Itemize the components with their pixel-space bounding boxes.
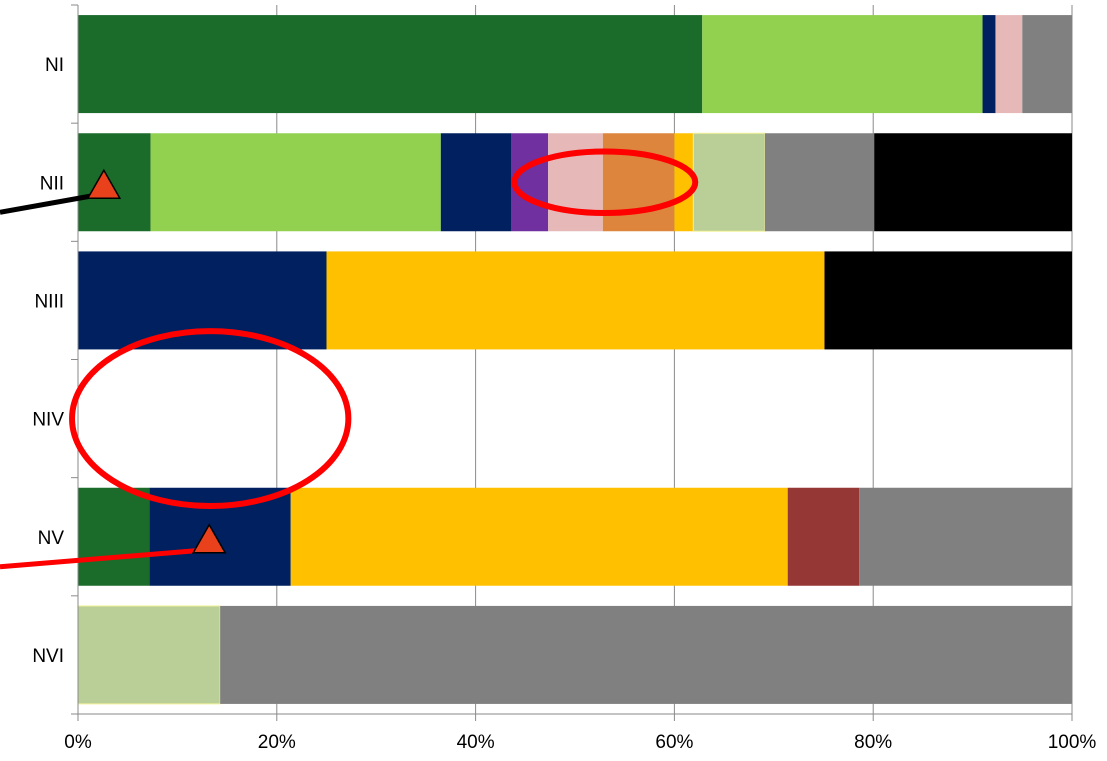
bar-segment — [78, 133, 151, 232]
bar-segment — [548, 133, 603, 232]
x-tick-label: 60% — [655, 732, 693, 753]
bar-segment — [874, 133, 1072, 232]
category-label: NV — [38, 528, 65, 549]
bar-segment — [220, 605, 1073, 704]
bar-segment — [77, 605, 221, 705]
annotations — [0, 148, 699, 570]
category-label: NI — [45, 55, 64, 76]
highlight-ellipse — [511, 148, 699, 216]
bar-segment — [764, 133, 875, 232]
bar-segment — [859, 487, 1072, 586]
x-tick-label: 0% — [64, 732, 92, 753]
axes — [71, 4, 1073, 721]
highlight-ellipse — [69, 328, 352, 510]
category-label: NII — [40, 173, 64, 194]
bar-segment — [692, 132, 766, 232]
bar-segment — [824, 251, 1072, 350]
bar-segment — [78, 487, 150, 586]
bar-segment — [78, 251, 327, 350]
bar-segment — [326, 251, 825, 350]
bar-segment — [290, 487, 788, 586]
bar-segment — [982, 15, 996, 114]
bar-segment — [674, 133, 694, 232]
leader-line — [0, 548, 196, 570]
bar-segment — [511, 133, 549, 232]
x-tick-label: 20% — [258, 732, 296, 753]
leader-line — [0, 193, 91, 215]
bar-segment — [150, 133, 441, 232]
bars — [77, 15, 1073, 705]
triangle-marker — [86, 168, 122, 199]
bar-segment — [1022, 15, 1072, 114]
bar-segment — [995, 15, 1023, 114]
category-label: NVI — [32, 646, 64, 667]
bar-segment — [787, 487, 860, 586]
bar-segment — [78, 15, 703, 114]
x-tick-label: 40% — [457, 732, 495, 753]
labels: NI NII NIII NIV NV NVI 0% 20% 40% 60% 80% 100% — [32, 55, 1096, 753]
bar-segment — [440, 133, 512, 232]
category-label: NIV — [32, 410, 64, 431]
bar-segment — [702, 15, 983, 114]
category-label: NIII — [34, 291, 64, 312]
x-tick-label: 80% — [854, 732, 892, 753]
gridlines — [276, 5, 1073, 714]
x-tick-label: 100% — [1048, 732, 1097, 753]
triangle-marker — [191, 523, 227, 554]
bar-segment — [602, 133, 675, 232]
